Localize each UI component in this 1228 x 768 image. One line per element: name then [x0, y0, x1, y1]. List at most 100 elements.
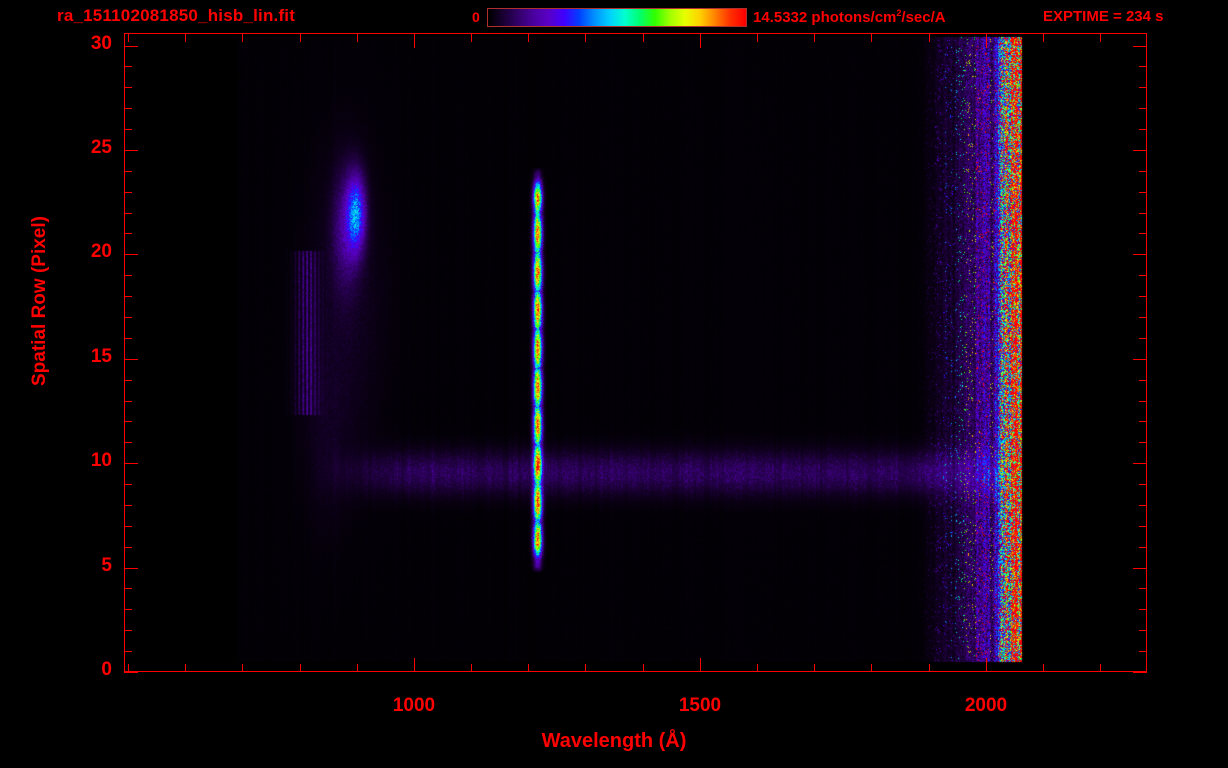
x-tick-minor — [1100, 664, 1101, 672]
y-tick-minor — [124, 66, 132, 67]
y-tick-major-right — [1133, 463, 1147, 464]
y-tick-minor — [124, 526, 132, 527]
y-tick-minor — [124, 317, 132, 318]
x-tick-minor — [528, 664, 529, 672]
y-tick-major-right — [1133, 150, 1147, 151]
y-tick-minor-right — [1139, 484, 1147, 485]
y-tick-minor — [124, 296, 132, 297]
y-tick-minor — [124, 630, 132, 631]
y-tick-minor-right — [1139, 380, 1147, 381]
x-tick-minor — [871, 664, 872, 672]
x-tick-minor-top — [643, 34, 644, 42]
y-tick-label: 30 — [90, 33, 112, 54]
x-tick-minor — [757, 664, 758, 672]
y-tick-minor-right — [1139, 171, 1147, 172]
y-tick-minor-right — [1139, 66, 1147, 67]
x-tick-minor — [929, 664, 930, 672]
x-tick-major — [986, 658, 987, 672]
x-tick-minor-top — [128, 34, 129, 42]
y-tick-minor — [124, 338, 132, 339]
y-tick-major-right — [1133, 672, 1147, 673]
x-tick-minor-top — [242, 34, 243, 42]
y-tick-minor — [124, 87, 132, 88]
x-tick-minor — [357, 664, 358, 672]
x-tick-minor-top — [929, 34, 930, 42]
x-tick-major-top — [986, 34, 987, 48]
x-tick-major-top — [414, 34, 415, 48]
x-axis-title: Wavelength (Å) — [541, 730, 687, 752]
y-tick-major-right — [1133, 568, 1147, 569]
x-tick-minor — [814, 664, 815, 672]
y-tick-minor — [124, 588, 132, 589]
y-tick-minor-right — [1139, 547, 1147, 548]
y-tick-minor-right — [1139, 630, 1147, 631]
y-tick-minor — [124, 275, 132, 276]
y-tick-minor — [124, 421, 132, 422]
x-tick-label: 1000 — [392, 695, 436, 716]
x-tick-minor-top — [814, 34, 815, 42]
colorbar-min-label: 0 — [472, 9, 480, 25]
x-tick-minor-top — [585, 34, 586, 42]
x-tick-minor-top — [300, 34, 301, 42]
y-tick-minor-right — [1139, 275, 1147, 276]
x-tick-label: 1500 — [678, 695, 722, 716]
y-tick-minor — [124, 192, 132, 193]
plot-area — [124, 33, 1147, 672]
y-tick-label: 25 — [90, 137, 112, 158]
x-tick-minor-top — [357, 34, 358, 42]
spectrogram-image — [125, 34, 1146, 671]
colorbar-units-pre: photons/cm — [807, 9, 897, 26]
x-tick-major — [414, 658, 415, 672]
y-tick-minor — [124, 609, 132, 610]
x-tick-minor — [185, 664, 186, 672]
x-tick-minor-top — [1043, 34, 1044, 42]
y-tick-minor — [124, 401, 132, 402]
y-axis-title: Spatial Row (Pixel) — [29, 216, 50, 386]
y-tick-minor — [124, 484, 132, 485]
x-tick-minor-top — [528, 34, 529, 42]
y-tick-major — [124, 463, 138, 464]
y-tick-minor — [124, 651, 132, 652]
y-tick-minor-right — [1139, 296, 1147, 297]
x-tick-minor — [585, 664, 586, 672]
y-tick-minor — [124, 108, 132, 109]
y-tick-minor — [124, 442, 132, 443]
y-tick-label: 10 — [90, 450, 112, 471]
y-tick-label: 0 — [101, 659, 112, 680]
x-tick-minor-top — [757, 34, 758, 42]
x-tick-minor-top — [185, 34, 186, 42]
y-tick-minor-right — [1139, 192, 1147, 193]
page-title: ra_151102081850_hisb_lin.fit — [57, 6, 296, 25]
y-tick-minor-right — [1139, 526, 1147, 527]
colorbar-units-post: /sec/A — [901, 9, 946, 26]
y-tick-major — [124, 568, 138, 569]
y-tick-major — [124, 150, 138, 151]
y-tick-minor — [124, 213, 132, 214]
y-tick-minor — [124, 129, 132, 130]
y-tick-label: 20 — [90, 241, 112, 262]
x-tick-major-top — [700, 34, 701, 48]
y-tick-minor-right — [1139, 421, 1147, 422]
y-tick-minor-right — [1139, 87, 1147, 88]
exposure-time-label: EXPTIME = 234 s — [1043, 8, 1164, 25]
x-tick-minor — [1043, 664, 1044, 672]
x-tick-minor — [471, 664, 472, 672]
y-tick-minor — [124, 547, 132, 548]
y-tick-minor-right — [1139, 233, 1147, 234]
x-tick-minor-top — [871, 34, 872, 42]
y-tick-major — [124, 254, 138, 255]
x-tick-minor-top — [471, 34, 472, 42]
y-tick-major — [124, 672, 138, 673]
x-tick-minor-top — [1100, 34, 1101, 42]
y-tick-minor-right — [1139, 651, 1147, 652]
y-tick-major-right — [1133, 46, 1147, 47]
x-tick-label: 2000 — [964, 695, 1008, 716]
x-tick-minor — [643, 664, 644, 672]
y-tick-minor-right — [1139, 129, 1147, 130]
y-tick-major-right — [1133, 254, 1147, 255]
y-tick-minor-right — [1139, 401, 1147, 402]
colorbar — [487, 8, 747, 27]
x-tick-minor — [300, 664, 301, 672]
y-tick-minor-right — [1139, 588, 1147, 589]
